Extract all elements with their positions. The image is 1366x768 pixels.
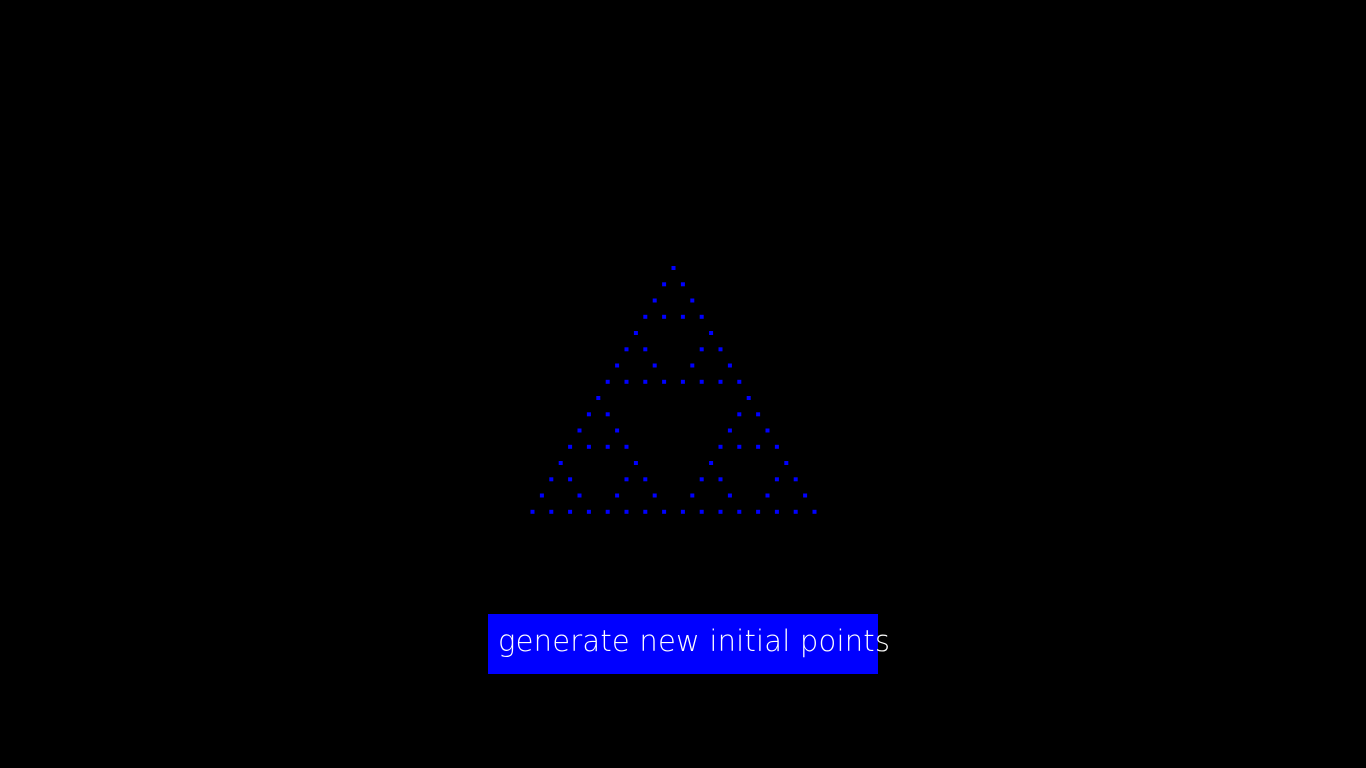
fractal-point (690, 298, 695, 303)
fractal-point (737, 412, 742, 417)
fractal-point (699, 379, 704, 384)
fractal-point (633, 331, 638, 335)
fractal-point (812, 509, 817, 514)
fractal-point (680, 509, 685, 514)
fractal-point (624, 347, 629, 352)
fractal-point (774, 509, 779, 514)
fractal-point (586, 412, 591, 417)
fractal-point (652, 298, 657, 303)
fractal-point (699, 314, 704, 319)
fractal-point (643, 347, 648, 352)
fractal-point (652, 363, 657, 368)
fractal-point (699, 347, 704, 352)
fractal-point (737, 444, 742, 449)
fractal-point (568, 477, 573, 482)
fractal-point (624, 379, 629, 384)
fractal-point (756, 412, 761, 417)
fractal-point (746, 396, 751, 400)
fractal-point (662, 314, 667, 319)
fractal-point (699, 477, 704, 482)
fractal-point (718, 444, 723, 449)
fractal-point (568, 509, 573, 514)
fractal-point (633, 461, 638, 465)
fractal-point (605, 509, 610, 514)
fractal-point (615, 428, 620, 433)
fractal-point (737, 379, 742, 384)
fractal-point (643, 477, 648, 482)
fractal-point (586, 509, 591, 514)
fractal-point (558, 461, 563, 465)
fractal-point (549, 509, 554, 514)
fractal-point (624, 444, 629, 449)
fractal-point (643, 509, 648, 514)
fractal-point (605, 379, 610, 384)
fractal-point (690, 493, 695, 498)
fractal-point (793, 509, 798, 514)
fractal-point (605, 412, 610, 417)
fractal-point (756, 509, 761, 514)
fractal-point (539, 493, 544, 498)
fractal-point (662, 379, 667, 384)
fractal-point (718, 477, 723, 482)
fractal-point (671, 266, 676, 270)
fractal-point (699, 509, 704, 514)
fractal-point (530, 509, 535, 514)
fractal-point (690, 363, 695, 368)
fractal-point (737, 509, 742, 514)
fractal-point (586, 444, 591, 449)
fractal-point (605, 444, 610, 449)
fractal-point (624, 509, 629, 514)
fractal-point (680, 379, 685, 384)
fractal-point (718, 347, 723, 352)
fractal-point (756, 444, 761, 449)
fractal-point (727, 428, 732, 433)
fractal-point (709, 461, 714, 465)
fractal-point (577, 493, 582, 498)
fractal-point (596, 396, 601, 400)
fractal-point (680, 282, 685, 287)
fractal-point (568, 444, 573, 449)
fractal-point (652, 493, 657, 498)
fractal-point (615, 493, 620, 498)
fractal-point (577, 428, 582, 433)
fractal-point (774, 477, 779, 482)
fractal-point (662, 509, 667, 514)
fractal-point (624, 477, 629, 482)
fractal-point (549, 477, 554, 482)
fractal-point (803, 493, 808, 498)
fractal-point (793, 477, 798, 482)
fractal-point (718, 509, 723, 514)
fractal-point (662, 282, 667, 287)
generate-new-initial-points-button[interactable]: generate new initial points (488, 614, 890, 674)
fractal-point (709, 331, 714, 335)
fractal-point (765, 428, 770, 433)
fractal-point (727, 493, 732, 498)
fractal-point (615, 363, 620, 368)
fractal-point (774, 444, 779, 449)
fractal-point (727, 363, 732, 368)
fractal-point (680, 314, 685, 319)
fractal-point (718, 379, 723, 384)
fractal-point (784, 461, 789, 465)
fractal-point (643, 314, 648, 319)
fractal-point (765, 493, 770, 498)
fractal-point (643, 379, 648, 384)
